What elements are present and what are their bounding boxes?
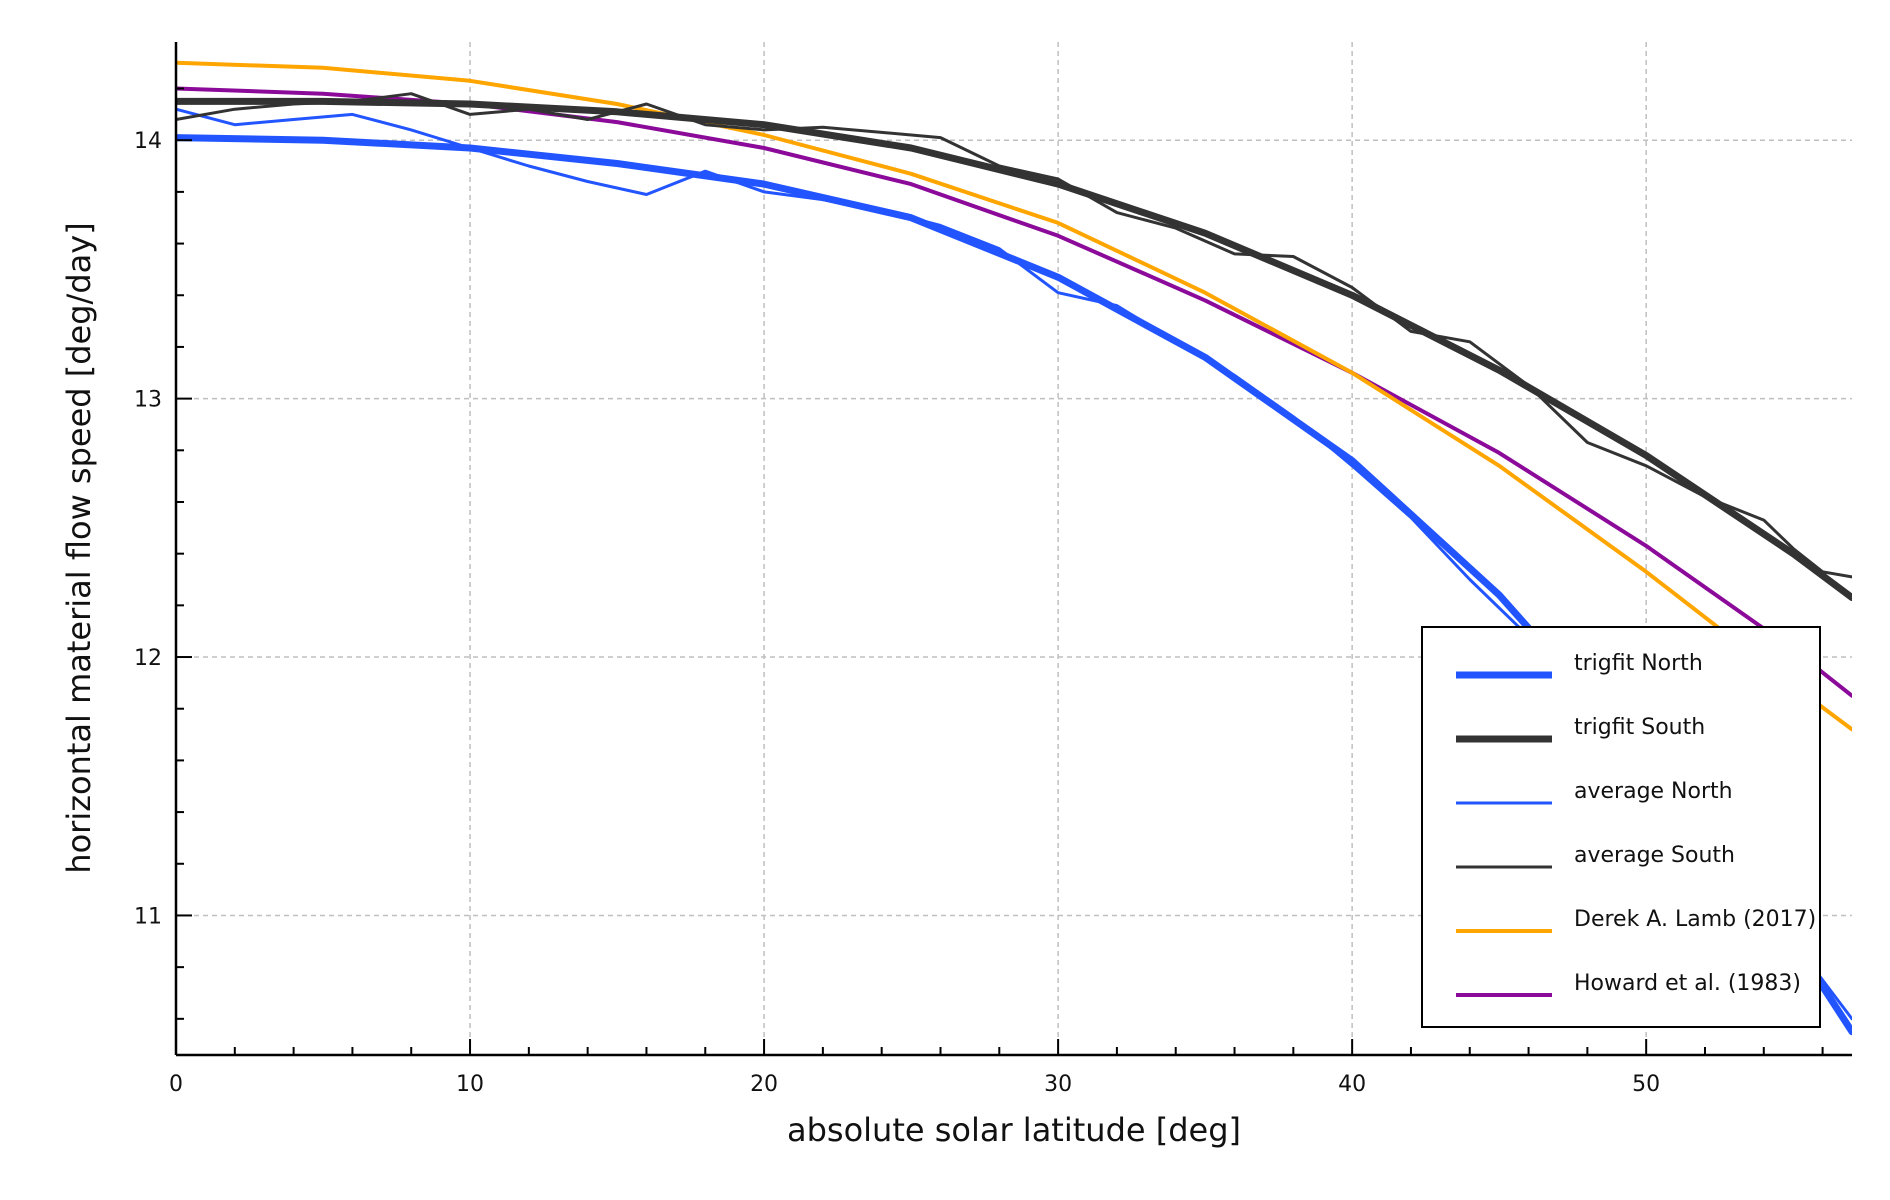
legend-label-trigfit-south: trigfit South bbox=[1574, 715, 1705, 740]
legend-label-derek-a-lamb-2017: Derek A. Lamb (2017) bbox=[1574, 907, 1816, 932]
series-line-average-south bbox=[176, 92, 1852, 579]
legend-label-average-north: average North bbox=[1574, 779, 1733, 804]
x-tick-label-30: 30 bbox=[1044, 1072, 1072, 1097]
legend-label-howard-et-al-1983: Howard et al. (1983) bbox=[1574, 971, 1801, 996]
legend-box bbox=[1421, 626, 1821, 1028]
x-tick-label-20: 20 bbox=[750, 1072, 778, 1097]
x-tick-label-10: 10 bbox=[456, 1072, 484, 1097]
x-axis-title: absolute solar latitude [deg] bbox=[787, 1111, 1241, 1149]
x-tick-label-50: 50 bbox=[1632, 1072, 1660, 1097]
x-tick-label-40: 40 bbox=[1338, 1072, 1366, 1097]
axes bbox=[174, 42, 1852, 1057]
y-tick-label-13: 13 bbox=[134, 388, 162, 413]
series-layer bbox=[176, 60, 1852, 1036]
x-tick-label-0: 0 bbox=[169, 1072, 183, 1097]
legend-label-trigfit-north: trigfit North bbox=[1574, 651, 1703, 676]
ticks: 0 10 20 30 40 50 11 12 13 14 bbox=[134, 87, 1824, 1097]
y-axis-title: horizontal material flow speed [deg/day] bbox=[60, 222, 98, 873]
legend: trigfit North trigfit South average North a… bbox=[1421, 626, 1821, 1028]
series-line-average-north bbox=[176, 107, 1852, 1021]
y-tick-label-11: 11 bbox=[134, 904, 162, 929]
y-tick-label-14: 14 bbox=[134, 129, 162, 154]
series-line-derek-a-lamb-2017 bbox=[176, 60, 1852, 732]
legend-label-average-south: average South bbox=[1574, 843, 1735, 868]
y-tick-label-12: 12 bbox=[134, 646, 162, 671]
series-line-trigfit-south bbox=[176, 97, 1852, 602]
